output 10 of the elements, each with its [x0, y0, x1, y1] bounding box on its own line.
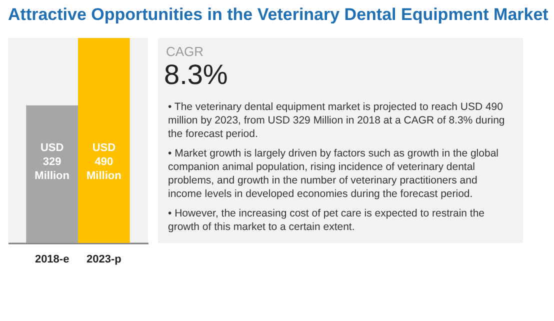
text: CAGR [166, 44, 204, 59]
text: Attractive Opportunities in the Veterinary Dental Equipment Market [8, 5, 549, 24]
text: • The veterinary dental equipment market is projected to reach USD 490 million by 2023, from USD 329 Million in 2018 at a CAGR of 8.3% during the forecast period. [168, 101, 505, 140]
text: • Market growth is largely driven by factors such as growth in the global companion animal population, rising incidence of veterinary dental problems, and growth in the number of veterinary practitioners and income levels in developed economies during the forecast period. [168, 148, 498, 200]
x-tick-label: 2023-p [86, 254, 122, 266]
data-label: USD 490 Million [86, 142, 122, 182]
data-label: USD 329 Million [34, 142, 70, 182]
text: 8.3% [164, 59, 228, 90]
text: • However, the increasing cost of pet care is expected to restrain the growth of this market to a certain extent. [168, 208, 485, 233]
x-tick-label: 2018-e [34, 254, 70, 266]
